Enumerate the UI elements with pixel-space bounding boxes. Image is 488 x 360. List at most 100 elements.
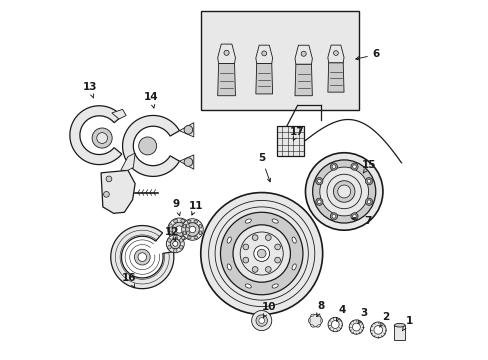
- Ellipse shape: [316, 325, 320, 327]
- Polygon shape: [70, 106, 122, 165]
- Circle shape: [185, 223, 199, 236]
- Ellipse shape: [199, 231, 202, 235]
- Ellipse shape: [186, 231, 189, 235]
- Ellipse shape: [187, 236, 191, 239]
- Ellipse shape: [271, 284, 278, 288]
- Ellipse shape: [227, 264, 231, 270]
- Ellipse shape: [291, 264, 296, 270]
- Circle shape: [312, 160, 375, 223]
- Ellipse shape: [183, 224, 185, 228]
- Ellipse shape: [291, 237, 296, 243]
- Circle shape: [350, 163, 357, 170]
- Ellipse shape: [199, 224, 202, 228]
- Circle shape: [317, 200, 321, 203]
- Circle shape: [184, 126, 192, 134]
- Circle shape: [274, 244, 280, 250]
- Circle shape: [352, 165, 356, 168]
- Ellipse shape: [244, 219, 251, 223]
- Ellipse shape: [320, 319, 322, 322]
- Circle shape: [179, 239, 183, 242]
- Circle shape: [92, 128, 112, 148]
- Text: 8: 8: [316, 301, 324, 317]
- Circle shape: [301, 51, 305, 56]
- Circle shape: [252, 266, 258, 272]
- Bar: [276, 126, 304, 156]
- Text: 5: 5: [258, 153, 270, 182]
- Text: 4: 4: [336, 305, 345, 321]
- Circle shape: [167, 246, 171, 249]
- Circle shape: [170, 239, 180, 249]
- Ellipse shape: [169, 231, 172, 235]
- Circle shape: [317, 179, 321, 183]
- Circle shape: [233, 225, 290, 282]
- Circle shape: [251, 311, 271, 330]
- Circle shape: [172, 222, 186, 237]
- Circle shape: [182, 219, 203, 240]
- Circle shape: [311, 317, 319, 324]
- Circle shape: [106, 176, 112, 182]
- Circle shape: [331, 215, 335, 218]
- Circle shape: [337, 185, 350, 198]
- Circle shape: [243, 257, 248, 263]
- Ellipse shape: [187, 220, 191, 223]
- Circle shape: [224, 50, 229, 55]
- Circle shape: [352, 323, 360, 331]
- Circle shape: [138, 253, 146, 261]
- Text: 11: 11: [188, 201, 203, 215]
- Circle shape: [373, 325, 382, 334]
- Ellipse shape: [308, 319, 310, 322]
- Polygon shape: [122, 116, 179, 176]
- Circle shape: [315, 177, 322, 185]
- Circle shape: [134, 249, 150, 265]
- Circle shape: [252, 235, 258, 240]
- Text: 17: 17: [290, 127, 304, 140]
- Circle shape: [220, 212, 303, 295]
- Circle shape: [348, 320, 363, 334]
- Circle shape: [255, 315, 267, 326]
- Polygon shape: [308, 314, 322, 327]
- Polygon shape: [217, 44, 235, 63]
- Text: 13: 13: [82, 82, 97, 98]
- Circle shape: [261, 51, 266, 56]
- Circle shape: [274, 257, 280, 263]
- Circle shape: [350, 213, 357, 220]
- Circle shape: [315, 198, 322, 205]
- Circle shape: [166, 235, 184, 253]
- Text: 3: 3: [357, 309, 367, 324]
- Ellipse shape: [194, 236, 197, 239]
- Circle shape: [365, 198, 372, 205]
- Bar: [394, 325, 405, 339]
- Polygon shape: [112, 109, 126, 119]
- Polygon shape: [255, 63, 272, 94]
- Circle shape: [305, 153, 382, 230]
- Circle shape: [173, 235, 177, 239]
- Circle shape: [329, 213, 337, 220]
- Ellipse shape: [271, 219, 278, 223]
- Circle shape: [365, 177, 372, 185]
- Circle shape: [173, 249, 177, 252]
- Circle shape: [329, 163, 337, 170]
- Polygon shape: [217, 63, 235, 96]
- Text: 7: 7: [351, 216, 371, 226]
- Polygon shape: [110, 226, 174, 289]
- Polygon shape: [294, 45, 312, 64]
- Ellipse shape: [181, 219, 184, 222]
- Circle shape: [333, 51, 338, 55]
- Bar: [201, 12, 359, 110]
- Text: 12: 12: [164, 227, 179, 241]
- Circle shape: [189, 226, 195, 233]
- Circle shape: [201, 193, 322, 315]
- Circle shape: [167, 218, 190, 241]
- Circle shape: [366, 179, 370, 183]
- Circle shape: [253, 246, 269, 261]
- Ellipse shape: [394, 323, 405, 327]
- Text: 9: 9: [172, 199, 180, 216]
- Circle shape: [331, 165, 335, 168]
- Text: 2: 2: [379, 312, 389, 327]
- Polygon shape: [327, 45, 344, 63]
- Circle shape: [265, 266, 271, 272]
- Circle shape: [97, 133, 107, 143]
- Ellipse shape: [173, 237, 177, 240]
- Ellipse shape: [169, 224, 172, 228]
- Ellipse shape: [310, 314, 313, 316]
